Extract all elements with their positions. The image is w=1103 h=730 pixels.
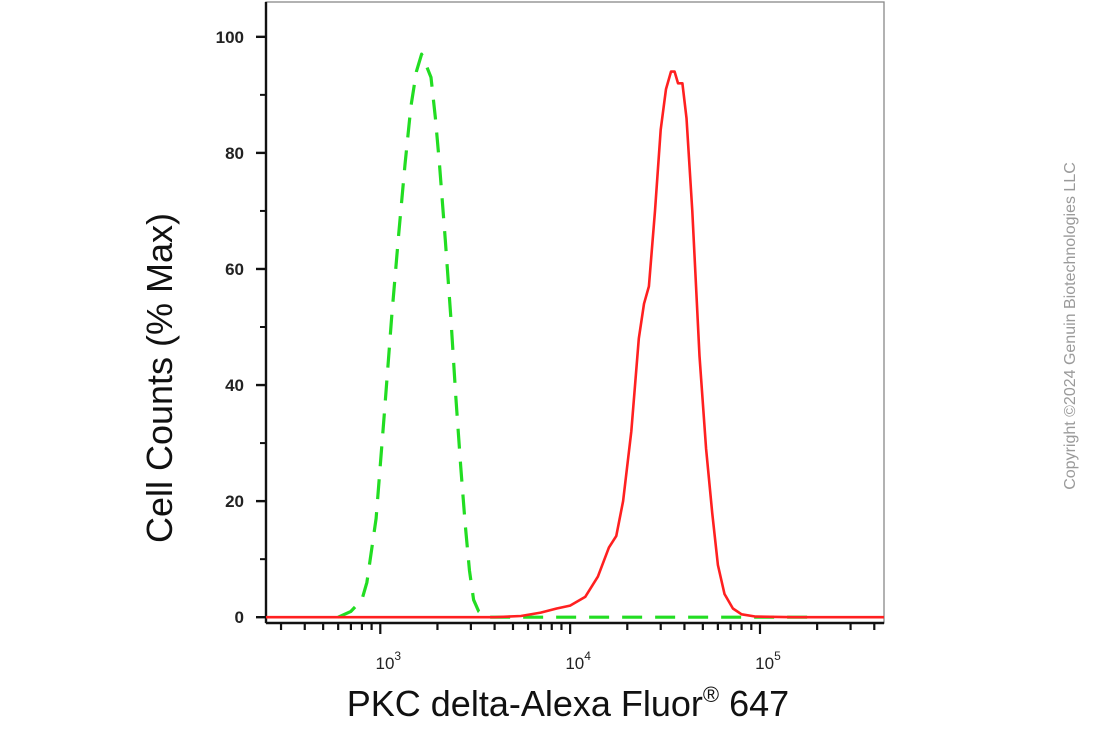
series-line-1	[337, 52, 818, 619]
copyright-watermark: Copyright ©2024 Genuin Biotechnologies L…	[1062, 162, 1079, 490]
y-axis-title: Cell Counts (% Max)	[139, 213, 180, 543]
y-tick-label: 100	[216, 28, 244, 47]
y-tick-label: 80	[225, 144, 244, 163]
x-tick-label: 104	[565, 649, 591, 673]
y-tick-label: 0	[235, 608, 244, 627]
x-axis-title-registered-mark: ®	[703, 682, 719, 707]
x-tick-label: 103	[375, 649, 401, 673]
x-axis: 103 104 105	[279, 623, 876, 673]
series-line-2	[266, 70, 884, 619]
plot-area	[264, 1, 885, 625]
y-tick-label: 60	[225, 260, 244, 279]
x-axis-title-main: PKC delta-Alexa Fluor	[347, 683, 703, 724]
x-axis-title: PKC delta-Alexa Fluor® 647	[347, 682, 789, 724]
y-tick-label: 20	[225, 492, 244, 511]
plot-frame	[265, 1, 885, 624]
x-axis-title-suffix: 647	[719, 683, 789, 724]
series-layer	[266, 52, 884, 619]
y-tick-label: 40	[225, 376, 244, 395]
x-tick-label: 105	[755, 649, 781, 673]
y-axis: 0 20 40 60 80 100	[216, 28, 266, 627]
